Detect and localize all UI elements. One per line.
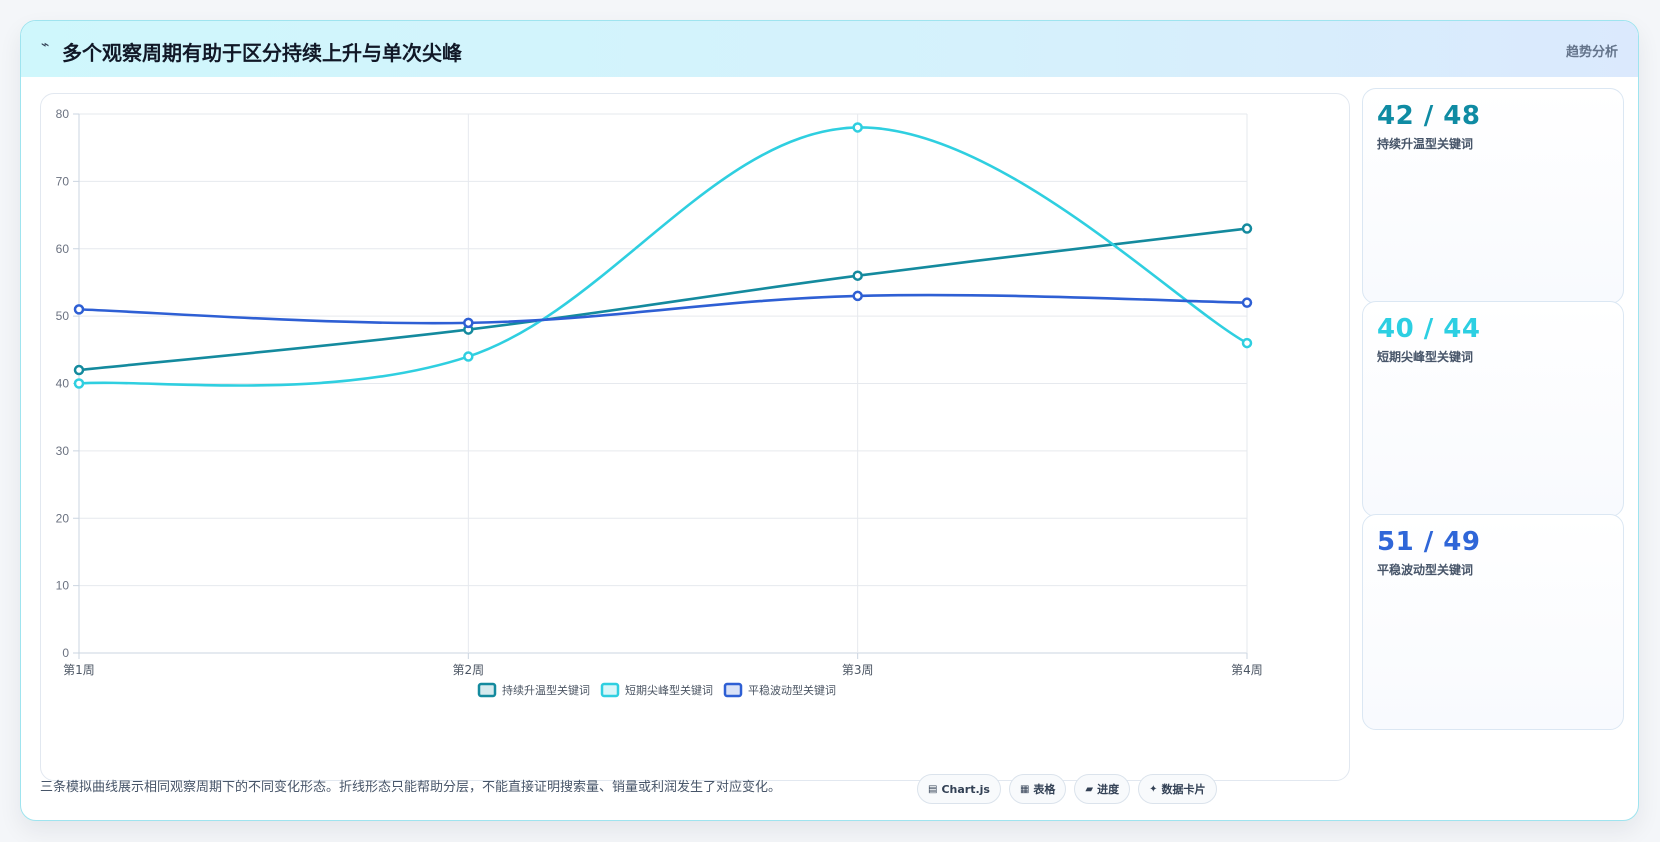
legend-swatch [600, 682, 620, 698]
data-point [1241, 337, 1253, 349]
footer-chips: ▤ Chart.js ▦ 表格 ▰ 进度 ✦ 数据卡片 [917, 774, 1217, 804]
y-tick-label: 40 [56, 377, 70, 391]
legend-label: 平稳波动型关键词 [748, 683, 836, 697]
y-tick-label: 60 [56, 242, 70, 256]
data-card-chip[interactable]: ✦ 数据卡片 [1138, 774, 1217, 804]
card-title: 多个观察周期有助于区分持续上升与单次尖峰 [62, 41, 462, 65]
stat-card-rising: 42 / 48 持续升温型关键词 [1362, 88, 1624, 304]
y-tick-label: 20 [56, 511, 70, 525]
x-tick-label: 第1周 [63, 663, 95, 677]
chip-label: 表格 [1033, 783, 1056, 796]
data-point [1241, 297, 1253, 308]
data-point [463, 351, 474, 362]
stat-label: 平稳波动型关键词 [1377, 563, 1474, 577]
data-point [463, 317, 474, 329]
x-tick-label: 第4周 [1231, 663, 1263, 677]
x-tick-label: 第2周 [453, 663, 485, 677]
legend-label: 持续升温型关键词 [502, 683, 590, 697]
series-line-1 [78, 227, 1248, 372]
y-tick-label: 0 [62, 646, 69, 660]
trend-card: ⌁ 多个观察周期有助于区分持续上升与单次尖峰 趋势分析 0 10 20 30 40 50 6… [20, 20, 1639, 821]
trend-analysis-tag: 趋势分析 [1565, 45, 1618, 60]
legend-swatch [477, 682, 497, 698]
footer-note: 三条模拟曲线展示相同观察周期下的不同变化形态。折线形态只能帮助分层，不能直接证明… [40, 780, 782, 795]
stat-value: 51 / 49 [1377, 527, 1481, 557]
y-tick-label: 80 [56, 107, 70, 121]
y-tick-label: 70 [56, 174, 70, 188]
data-point [852, 290, 863, 302]
stat-value: 40 / 44 [1377, 314, 1481, 344]
y-tick-label: 30 [56, 444, 70, 458]
data-point [852, 270, 863, 281]
chart-icon: ▤ [928, 783, 938, 795]
stat-label: 短期尖峰型关键词 [1377, 350, 1474, 364]
chartjs-chip[interactable]: ▤ Chart.js [917, 774, 1001, 804]
progress-icon: ▰ [1085, 783, 1094, 795]
data-point [73, 364, 85, 376]
data-point [73, 304, 85, 315]
stat-card-spike: 40 / 44 短期尖峰型关键词 [1362, 301, 1624, 517]
data-point [73, 378, 85, 389]
chart-panel: 0 10 20 30 40 50 60 70 80 第1周 第2周 第3周 第4周持续升温型关键词 短期尖… [40, 93, 1350, 781]
stat-label: 持续升温型关键词 [1377, 137, 1474, 151]
chip-label: Chart.js [941, 782, 990, 796]
progress-chip[interactable]: ▰ 进度 [1074, 774, 1131, 804]
table-chip[interactable]: ▦ 表格 [1008, 774, 1067, 804]
series-line-2 [78, 126, 1248, 387]
legend-label: 短期尖峰型关键词 [625, 683, 713, 697]
sparkline-icon: ⌁ [41, 37, 50, 53]
table-icon: ▦ [1019, 783, 1030, 795]
chip-label: 进度 [1097, 783, 1120, 796]
data-point [852, 122, 863, 133]
stat-value: 42 / 48 [1377, 101, 1481, 131]
stat-card-stable: 51 / 49 平稳波动型关键词 [1362, 514, 1624, 730]
y-tick-label: 10 [56, 579, 70, 593]
data-card-icon: ✦ [1149, 783, 1158, 795]
data-point [1241, 223, 1253, 234]
series-line-3 [78, 293, 1248, 325]
y-tick-label: 50 [56, 309, 70, 323]
card-header: ⌁ 多个观察周期有助于区分持续上升与单次尖峰 趋势分析 [21, 21, 1638, 77]
x-tick-label: 第3周 [842, 663, 874, 677]
chip-label: 数据卡片 [1161, 783, 1206, 796]
legend-swatch [723, 682, 743, 698]
